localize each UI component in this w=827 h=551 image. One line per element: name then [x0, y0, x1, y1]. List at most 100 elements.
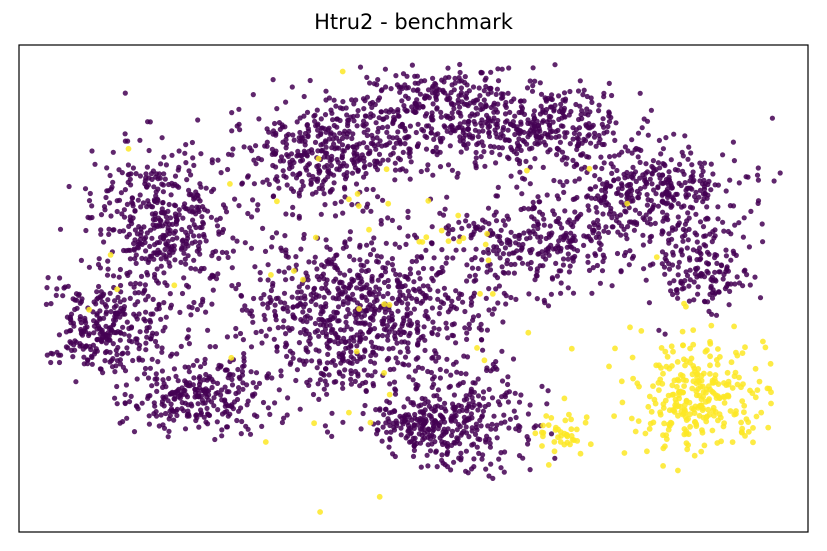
point-class-0-3089 — [648, 221, 654, 227]
point-class-0-657 — [118, 305, 124, 311]
data-points — [43, 61, 783, 515]
point-class-0-2118 — [304, 109, 311, 115]
point-class-0-2540 — [458, 90, 464, 96]
point-class-0-4087 — [694, 248, 700, 254]
point-class-0-2857 — [570, 136, 576, 142]
point-class-0-2210 — [326, 170, 332, 176]
point-class-0-3707 — [466, 401, 472, 407]
point-class-0-2453 — [402, 125, 408, 131]
point-class-0-399 — [125, 162, 131, 168]
point-class-1-342 — [474, 345, 480, 351]
point-class-0-1271 — [415, 355, 421, 361]
point-class-0-3392 — [567, 263, 573, 269]
point-class-0-1518 — [392, 391, 399, 397]
point-class-0-2113 — [280, 168, 286, 174]
point-class-0-1114 — [340, 419, 346, 425]
point-class-0-1725 — [418, 300, 424, 306]
point-class-0-1308 — [326, 372, 332, 378]
point-class-0-1144 — [274, 348, 280, 354]
point-class-0-580 — [89, 361, 95, 367]
point-class-0-733 — [229, 382, 236, 388]
point-class-0-2761 — [587, 125, 593, 131]
point-class-0-3510 — [566, 269, 573, 275]
point-class-0-1654 — [334, 265, 340, 271]
point-class-0-2405 — [455, 170, 461, 176]
point-class-0-2519 — [378, 109, 384, 115]
point-class-0-3557 — [570, 290, 577, 296]
point-class-0-2359 — [367, 80, 373, 86]
point-class-0-1616 — [436, 311, 442, 317]
point-class-0-380 — [153, 222, 159, 229]
point-class-0-388 — [157, 234, 164, 241]
point-class-0-1691 — [361, 367, 367, 373]
point-class-0-1695 — [373, 284, 379, 290]
point-class-0-1963 — [391, 145, 397, 151]
point-class-0-3658 — [493, 426, 499, 432]
point-class-0-2083 — [296, 138, 303, 144]
point-class-0-4090 — [679, 281, 686, 287]
point-class-0-3321 — [541, 222, 547, 228]
point-class-0-960 — [197, 379, 203, 385]
point-class-0-596 — [114, 352, 120, 358]
point-class-0-3150 — [635, 130, 642, 136]
point-class-0-544 — [124, 345, 130, 351]
point-class-0-3964 — [671, 278, 677, 284]
point-class-0-1341 — [209, 301, 215, 307]
point-class-0-274 — [191, 233, 197, 239]
point-class-0-70 — [137, 192, 143, 198]
point-class-0-1007 — [340, 385, 346, 391]
point-class-1-305 — [540, 422, 546, 429]
point-class-0-2205 — [277, 126, 283, 132]
point-class-1-339 — [228, 354, 235, 361]
point-class-0-4040 — [691, 279, 697, 285]
point-class-0-1797 — [359, 279, 365, 285]
point-class-0-1593 — [305, 349, 311, 355]
point-class-0-2850 — [486, 115, 492, 121]
point-class-0-2780 — [471, 100, 477, 106]
point-class-0-2867 — [514, 151, 520, 157]
point-class-0-2994 — [647, 216, 653, 222]
point-class-0-531 — [212, 344, 218, 350]
point-class-0-1315 — [397, 272, 403, 278]
point-class-0-1307 — [548, 291, 555, 297]
point-class-0-1785 — [471, 278, 477, 284]
point-class-0-3918 — [462, 418, 468, 424]
point-class-0-843 — [224, 389, 230, 395]
point-class-0-3446 — [605, 229, 612, 235]
point-class-0-180 — [110, 179, 116, 185]
point-class-0-3245 — [708, 161, 714, 167]
point-class-0-2779 — [567, 141, 573, 147]
point-class-0-4088 — [650, 261, 656, 267]
point-class-0-691 — [75, 292, 82, 298]
point-class-0-79 — [232, 196, 238, 202]
point-class-1-193 — [658, 365, 664, 371]
point-class-0-322 — [181, 250, 187, 256]
point-class-0-3750 — [469, 415, 475, 421]
point-class-0-1053 — [259, 340, 265, 346]
point-class-0-2628 — [578, 112, 584, 118]
point-class-0-1339 — [284, 342, 290, 348]
point-class-0-1768 — [391, 324, 397, 330]
point-class-0-1910 — [342, 186, 348, 192]
point-class-0-3541 — [532, 231, 538, 237]
point-class-0-761 — [146, 421, 152, 427]
point-class-0-2505 — [380, 116, 386, 122]
point-class-0-95 — [138, 204, 144, 210]
point-class-0-3474 — [444, 194, 450, 200]
point-class-0-3851 — [415, 382, 421, 389]
point-class-0-4055 — [713, 312, 720, 318]
point-class-0-1061 — [472, 272, 478, 278]
point-class-0-2989 — [644, 192, 650, 198]
point-class-0-950 — [168, 401, 174, 407]
point-class-0-820 — [219, 387, 225, 393]
point-class-0-272 — [149, 235, 155, 241]
point-class-0-2934 — [632, 207, 639, 213]
point-class-0-2418 — [494, 121, 500, 127]
point-class-0-2129 — [376, 151, 383, 157]
point-class-0-24 — [101, 239, 107, 245]
point-class-0-3549 — [525, 206, 532, 212]
point-class-0-1827 — [293, 262, 299, 268]
point-class-0-2145 — [281, 173, 287, 179]
point-class-0-2140 — [318, 131, 324, 138]
point-class-0-1734 — [224, 334, 230, 340]
